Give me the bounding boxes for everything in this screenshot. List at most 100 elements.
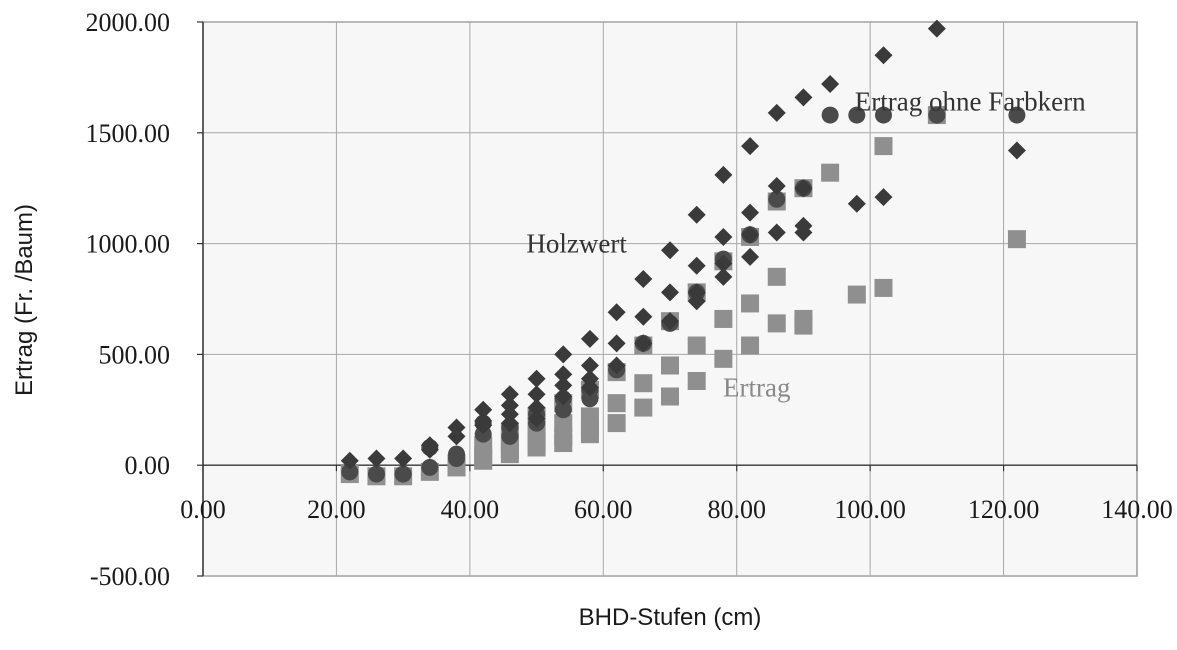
data-point-diamond: [794, 88, 813, 107]
data-point-square: [874, 137, 893, 156]
x-tick-label: 100.00: [834, 495, 906, 524]
y-tick-label: -500.00: [90, 562, 170, 591]
data-point-square: [741, 294, 760, 313]
data-point-diamond: [714, 267, 733, 286]
data-point-square: [634, 374, 653, 393]
data-point-circle: [501, 427, 519, 445]
data-point-square: [474, 451, 493, 470]
data-point-diamond: [394, 449, 413, 468]
series-diamond: [340, 19, 1026, 470]
data-point-diamond: [474, 416, 493, 435]
y-tick-label: 1500.00: [86, 119, 171, 148]
data-series: [340, 19, 1026, 486]
y-tick-label: 2000.00: [86, 8, 171, 37]
data-point-square: [634, 398, 653, 417]
data-point-circle: [554, 401, 572, 419]
gridlines: [203, 21, 1137, 577]
x-tick-label: 20.00: [307, 495, 366, 524]
data-point-diamond: [794, 223, 813, 242]
x-tick-label: 140.00: [1101, 495, 1173, 524]
y-tick-label: 500.00: [99, 340, 171, 369]
data-point-diamond: [741, 225, 760, 244]
data-point-diamond: [527, 409, 546, 428]
annotation-label: Ertrag: [723, 373, 790, 403]
data-point-diamond: [447, 427, 466, 446]
data-point-diamond: [580, 378, 599, 397]
data-point-square: [661, 356, 679, 375]
data-point-diamond: [607, 303, 626, 322]
data-point-diamond: [741, 203, 760, 222]
x-tick-label: 40.00: [441, 495, 500, 524]
data-point-square: [607, 414, 626, 433]
data-point-circle: [394, 465, 412, 483]
data-point-diamond: [634, 307, 653, 326]
data-point-diamond: [607, 334, 626, 353]
data-point-circle: [928, 106, 946, 124]
y-axis-title: Ertrag (Fr. /Baum): [11, 204, 38, 396]
data-point-diamond: [554, 365, 573, 384]
data-point-diamond: [1007, 141, 1026, 160]
x-axis-title: BHD-Stufen (cm): [579, 604, 762, 631]
data-point-square: [741, 336, 760, 355]
data-point-square: [554, 434, 573, 453]
annotations: Holzwert Ertrag ohne Farbkern Ertrag: [526, 87, 1086, 403]
data-point-diamond: [420, 440, 439, 459]
data-point-diamond: [874, 188, 893, 207]
data-point-circle: [848, 106, 866, 124]
data-point-square: [1007, 230, 1026, 249]
data-point-diamond: [687, 205, 706, 224]
data-point-square: [874, 278, 893, 297]
data-point-diamond: [874, 46, 893, 65]
data-point-diamond: [527, 398, 546, 417]
data-point-diamond: [634, 334, 653, 353]
data-point-square: [821, 163, 840, 182]
data-point-diamond: [687, 256, 706, 275]
data-point-square: [607, 394, 626, 413]
data-point-square: [714, 309, 733, 328]
data-point-diamond: [607, 356, 626, 375]
x-tick-label: 80.00: [707, 495, 766, 524]
data-point-diamond: [847, 194, 866, 213]
data-point-circle: [448, 450, 466, 468]
data-point-diamond: [794, 179, 813, 198]
y-tick-labels: 2000.00 1500.00 1000.00 500.00 0.00 -500.00: [86, 8, 171, 591]
x-tick-labels: 0.00 20.00 40.00 60.00 80.00 100.00 120.00 140.…: [180, 495, 1173, 524]
annotation-label: Holzwert: [526, 228, 627, 258]
data-point-square: [794, 316, 813, 335]
data-point-diamond: [527, 385, 546, 404]
data-point-diamond: [500, 385, 519, 404]
data-point-diamond: [554, 387, 573, 406]
data-point-circle: [821, 106, 839, 124]
data-point-square: [714, 349, 733, 368]
data-point-diamond: [821, 75, 840, 94]
data-point-circle: [367, 465, 385, 483]
data-point-diamond: [714, 165, 733, 184]
data-point-diamond: [340, 451, 359, 470]
data-point-diamond: [661, 283, 679, 302]
data-point-circle: [1008, 106, 1026, 124]
data-point-square: [687, 371, 706, 390]
data-point-square: [661, 387, 679, 406]
data-point-diamond: [741, 247, 760, 266]
data-point-diamond: [580, 329, 599, 348]
data-point-square: [847, 285, 866, 304]
data-point-circle: [421, 458, 439, 476]
data-point-diamond: [714, 227, 733, 246]
x-tick-label: 60.00: [574, 495, 633, 524]
data-point-diamond: [741, 137, 760, 156]
data-point-circle: [341, 463, 359, 481]
data-point-diamond: [367, 449, 386, 468]
data-point-diamond: [661, 241, 679, 260]
data-point-diamond: [767, 176, 786, 195]
data-point-square: [767, 267, 786, 286]
data-point-diamond: [767, 103, 786, 122]
data-point-diamond: [661, 312, 679, 331]
data-point-diamond: [554, 345, 573, 364]
y-tick-label: 1000.00: [86, 230, 171, 259]
data-point-square: [767, 314, 786, 333]
data-point-diamond: [554, 376, 573, 395]
data-point-square: [500, 445, 519, 464]
data-point-circle: [874, 106, 892, 124]
